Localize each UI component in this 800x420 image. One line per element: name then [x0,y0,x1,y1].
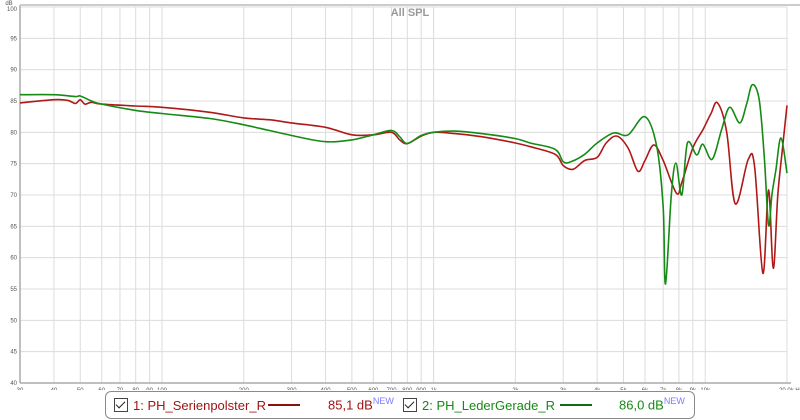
grid [19,4,800,384]
series-1-curve [19,98,788,275]
y-tick-label: 55 [10,287,17,293]
y-axis-unit: dB [5,1,12,7]
x-tick-label: 7k [660,388,667,390]
y-tick-label: 95 [10,36,17,42]
y-tick-label: 75 [10,162,17,168]
x-tick-label: 10k [700,388,711,390]
x-tick-label: 80 [132,388,139,390]
series-1-checkbox[interactable] [114,398,128,412]
x-tick-label: 9k [690,388,697,390]
x-tick-label: 500 [347,388,358,390]
x-tick-label: 700 [387,388,398,390]
series-2-value: 86,0 dBNEW [619,396,685,413]
x-tick-label: 40 [51,388,58,390]
x-tick-label: 3k [560,388,567,390]
series-2-line-sample [560,404,592,406]
legend-item-2[interactable]: 2: PH_LederGerade_R [403,392,555,418]
series-1-line-sample [268,404,300,406]
x-tick-label: 100 [157,388,168,390]
x-tick-label: 200 [239,388,250,390]
x-tick-label: 8k [676,388,683,390]
x-tick-label: 50 [77,388,84,390]
y-tick-label: 45 [10,350,17,356]
new-badge: NEW [372,396,394,406]
y-tick-label: 60 [10,256,17,262]
y-tick-label: 50 [10,318,17,324]
new-badge: NEW [663,396,685,406]
series-2-label: 2: PH_LederGerade_R [422,397,555,413]
series-2-curve [19,83,788,285]
x-tick-label: 400 [321,388,332,390]
x-tick-label: 1k [430,388,437,390]
y-tick-label: 100 [7,7,18,13]
series-1-value: 85,1 dBNEW [328,396,394,413]
x-tick-label: 300 [287,388,298,390]
x-tick-label: 70 [117,388,124,390]
series-2-checkbox[interactable] [403,398,417,412]
legend: 1: PH_Serienpolster_R 85,1 dBNEW 2: PH_L… [105,391,695,419]
x-tick-label: 60 [98,388,105,390]
x-tick-label: 600 [368,388,379,390]
chart-title: All SPL [391,7,430,19]
y-tick-label: 70 [10,193,17,199]
y-tick-label: 90 [10,68,17,74]
x-tick-label: 800 [402,388,413,390]
series-1-label: 1: PH_Serienpolster_R [133,397,266,413]
x-tick-label: 30 [17,388,24,390]
x-tick-label: 90 [146,388,153,390]
legend-item-1[interactable]: 1: PH_Serienpolster_R [114,392,266,418]
x-tick-label: 2k [512,388,519,390]
curves [19,83,788,285]
y-tick-label: 65 [10,224,17,230]
x-tick-label: 900 [416,388,427,390]
y-tick-label: 80 [10,130,17,136]
x-tick-label: 4k [594,388,601,390]
x-tick-label: 5k [620,388,627,390]
x-tick-label: 20,0k Hz [779,388,800,390]
x-axis-ticks: 30 40 50 60 70 80 90 100 200 300 400 500 600 700 80090… [17,388,800,390]
x-tick-label: 6k [642,388,649,390]
y-tick-label: 85 [10,99,17,105]
y-axis-ticks: 40 45 50 55 60 65 70 75 80 85 90 95 100 [7,7,18,387]
y-tick-label: 40 [10,381,17,387]
